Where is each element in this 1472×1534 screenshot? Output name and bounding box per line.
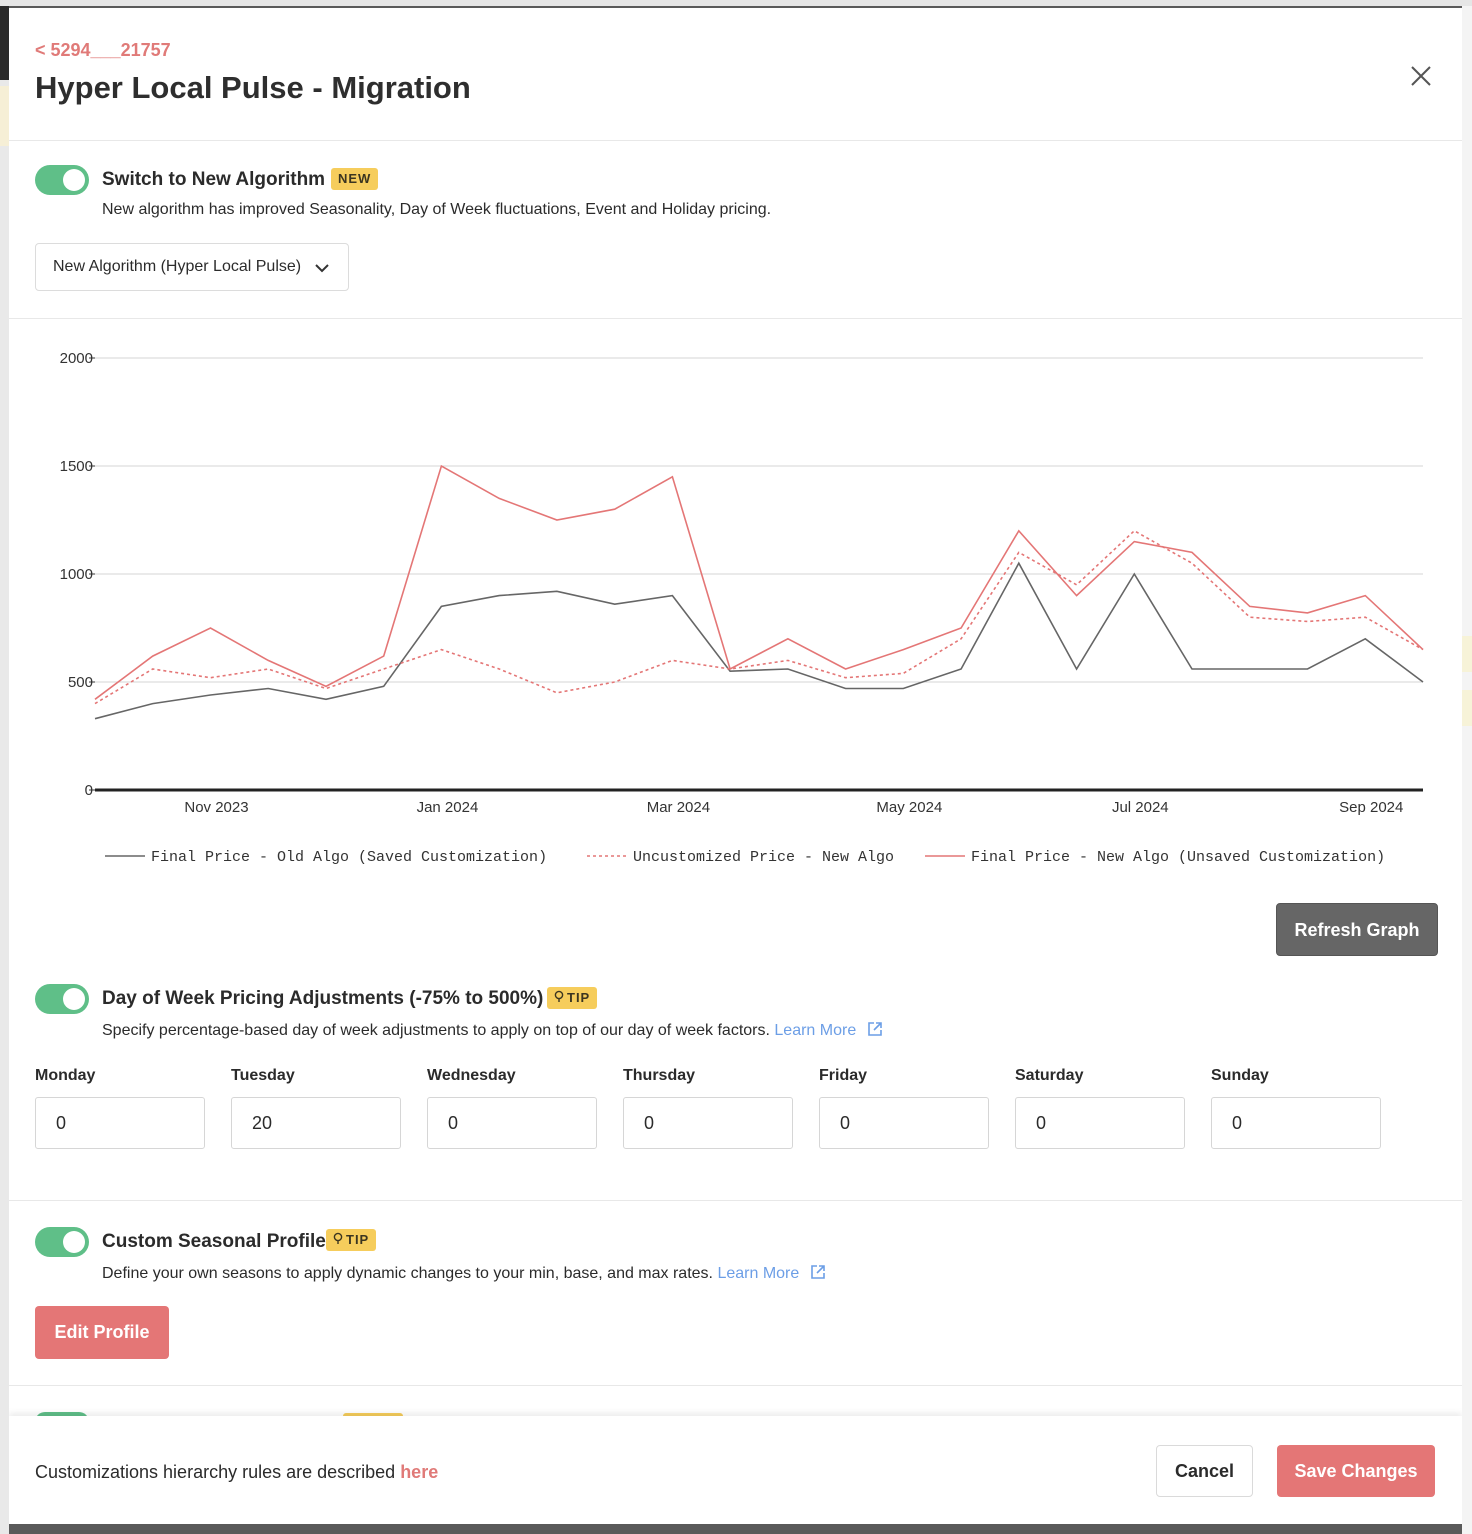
backdrop-right-edge bbox=[1462, 6, 1472, 1534]
thursday-input[interactable] bbox=[623, 1097, 793, 1149]
x-tick-label: Jan 2024 bbox=[417, 799, 479, 816]
algorithm-title: Switch to New Algorithm bbox=[102, 169, 326, 190]
day-of-week-title: Day of Week Pricing Adjustments (-75% to… bbox=[102, 988, 544, 1009]
x-tick-label: Jul 2024 bbox=[1112, 799, 1169, 816]
x-tick-label: Mar 2024 bbox=[647, 799, 710, 816]
hierarchy-note-text: Customizations hierarchy rules are descr… bbox=[35, 1462, 396, 1482]
day-label-sunday: Sunday bbox=[1211, 1067, 1269, 1084]
tuesday-input[interactable] bbox=[231, 1097, 401, 1149]
external-link-icon[interactable] bbox=[810, 1264, 826, 1280]
edit-profile-button[interactable]: Edit Profile bbox=[35, 1306, 169, 1359]
price-chart: 0 500 1000 1500 2000 Nov 2023 Jan 2024 Mar 2024… bbox=[9, 320, 1462, 880]
toggle-knob bbox=[63, 1231, 85, 1253]
sunday-input[interactable] bbox=[1211, 1097, 1381, 1149]
y-tick-label: 1000 bbox=[60, 566, 93, 583]
day-label-thursday: Thursday bbox=[623, 1067, 696, 1084]
day-label-monday: Monday bbox=[35, 1067, 96, 1084]
day-of-week-description: Specify percentage-based day of week adj… bbox=[102, 1021, 883, 1040]
seasonal-description: Define your own seasons to apply dynamic… bbox=[102, 1264, 826, 1283]
y-tick-label: 2000 bbox=[60, 350, 93, 367]
backdrop-highlight-block bbox=[1462, 690, 1472, 726]
wednesday-input[interactable] bbox=[427, 1097, 597, 1149]
series-line bbox=[94, 464, 1424, 700]
tip-badge: TIP bbox=[326, 1229, 377, 1251]
saturday-input[interactable] bbox=[1015, 1097, 1185, 1149]
backdrop-dark-block bbox=[0, 6, 9, 80]
close-icon[interactable] bbox=[1407, 62, 1435, 90]
x-tick-label: Sep 2024 bbox=[1339, 799, 1403, 816]
save-changes-button[interactable]: Save Changes bbox=[1277, 1445, 1435, 1497]
price-chart-svg: 0 500 1000 1500 2000 Nov 2023 Jan 2024 Mar 2024… bbox=[60, 350, 1424, 866]
chevron-down-icon bbox=[315, 264, 329, 273]
legend-label: Final Price - Old Algo (Saved Customizat… bbox=[151, 849, 547, 866]
day-label-friday: Friday bbox=[819, 1067, 868, 1084]
day-label-tuesday: Tuesday bbox=[231, 1067, 295, 1084]
algorithm-toggle[interactable] bbox=[35, 165, 89, 195]
backdrop-highlight-block bbox=[1462, 636, 1472, 672]
monday-input[interactable] bbox=[35, 1097, 205, 1149]
backdrop-highlight-block bbox=[0, 86, 9, 146]
algorithm-description: New algorithm has improved Seasonality, … bbox=[102, 201, 772, 218]
tip-badge: TIP bbox=[547, 987, 598, 1009]
legend-label: Uncustomized Price - New Algo bbox=[633, 849, 894, 866]
day-label-wednesday: Wednesday bbox=[427, 1067, 516, 1084]
backdrop-left-edge bbox=[0, 6, 9, 1534]
x-tick-label: Nov 2023 bbox=[184, 799, 248, 816]
tip-badge-label: TIP bbox=[567, 990, 591, 1005]
hierarchy-here-link[interactable]: here bbox=[400, 1462, 439, 1482]
series-line bbox=[94, 561, 1424, 720]
x-tick-label: May 2024 bbox=[876, 799, 942, 816]
section-divider bbox=[9, 318, 1462, 319]
modal-header: < 5294___21757 Hyper Local Pulse - Migra… bbox=[9, 8, 1462, 141]
external-link-icon[interactable] bbox=[867, 1021, 883, 1037]
day-of-week-description-text: Specify percentage-based day of week adj… bbox=[102, 1022, 770, 1039]
learn-more-link[interactable]: Learn More bbox=[774, 1022, 857, 1039]
new-badge: NEW bbox=[331, 168, 379, 190]
seasonal-title: Custom Seasonal Profile bbox=[102, 1231, 326, 1252]
algorithm-select[interactable]: New Algorithm (Hyper Local Pulse) bbox=[35, 243, 349, 291]
algorithm-select-value: New Algorithm (Hyper Local Pulse) bbox=[53, 258, 302, 275]
lightbulb-icon bbox=[554, 990, 564, 1002]
hierarchy-note: Customizations hierarchy rules are descr… bbox=[35, 1462, 438, 1483]
seasonal-toggle[interactable] bbox=[35, 1227, 89, 1257]
friday-input[interactable] bbox=[819, 1097, 989, 1149]
lightbulb-icon bbox=[333, 1232, 343, 1244]
seasonal-description-text: Define your own seasons to apply dynamic… bbox=[102, 1265, 713, 1282]
legend-label: Final Price - New Algo (Unsaved Customiz… bbox=[971, 849, 1385, 866]
cancel-button[interactable]: Cancel bbox=[1156, 1445, 1253, 1497]
section-divider bbox=[9, 1385, 1462, 1386]
section-divider bbox=[9, 1200, 1462, 1201]
back-link[interactable]: < 5294___21757 bbox=[35, 40, 171, 60]
modal-title: Hyper Local Pulse - Migration bbox=[35, 70, 471, 105]
learn-more-link[interactable]: Learn More bbox=[717, 1265, 800, 1282]
y-tick-label: 1500 bbox=[60, 458, 93, 475]
series-line bbox=[94, 529, 1424, 705]
toggle-knob bbox=[63, 169, 85, 191]
modal-footer: Customizations hierarchy rules are descr… bbox=[9, 1416, 1462, 1524]
refresh-graph-button[interactable]: Refresh Graph bbox=[1276, 903, 1438, 956]
migration-modal: < 5294___21757 Hyper Local Pulse - Migra… bbox=[9, 8, 1462, 1524]
tip-badge-label: TIP bbox=[346, 1232, 370, 1247]
y-tick-label: 0 bbox=[85, 782, 93, 799]
backdrop-top-edge bbox=[0, 0, 1472, 6]
day-label-saturday: Saturday bbox=[1015, 1067, 1084, 1084]
y-tick-label: 500 bbox=[68, 674, 93, 691]
day-of-week-toggle[interactable] bbox=[35, 984, 89, 1014]
toggle-knob bbox=[63, 988, 85, 1010]
